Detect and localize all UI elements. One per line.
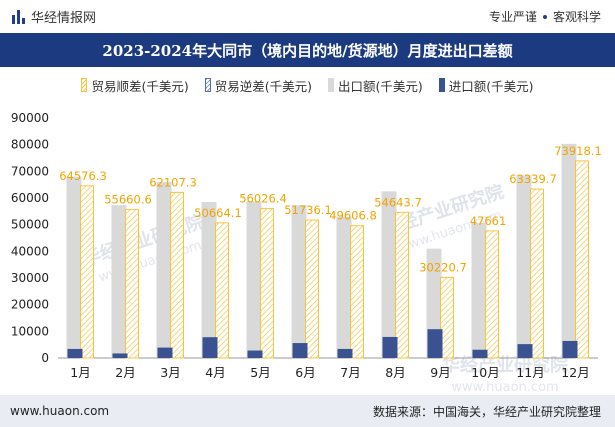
chart-legend: 贸易顺差(千美元) 贸易逆差(千美元) 出口额(千美元) 进口额(千美元) — [0, 72, 615, 98]
y-tick-label: 60000 — [11, 191, 49, 205]
surplus-data-label: 64576.3 — [59, 169, 107, 183]
export-bar — [201, 202, 217, 358]
import-bar — [337, 348, 353, 358]
surplus-bar — [440, 276, 454, 359]
surplus-bar — [170, 191, 184, 359]
surplus-data-label: 73918.1 — [554, 144, 602, 158]
surplus-data-label: 62107.3 — [149, 175, 197, 189]
surplus-bar — [575, 160, 589, 359]
x-tick-label: 4月 — [205, 365, 225, 380]
y-tick-label: 80000 — [11, 138, 49, 152]
surplus-data-label: 54643.7 — [374, 195, 422, 209]
y-tick-label: 10000 — [11, 324, 49, 338]
legend-swatch-deficit — [204, 78, 211, 92]
x-tick-label: 6月 — [295, 365, 315, 380]
surplus-bar — [125, 209, 139, 359]
import-bar — [292, 343, 308, 358]
x-tick-label: 3月 — [160, 365, 180, 380]
export-bar — [66, 176, 82, 358]
legend-label-deficit: 贸易逆差(千美元) — [214, 78, 312, 94]
surplus-bar — [350, 225, 364, 359]
footer: www.huaon.com 数据来源：中国海关，华经产业研究院整理 — [0, 395, 615, 427]
surplus-data-label: 63339.7 — [509, 172, 557, 186]
legend-item-deficit: 贸易逆差(千美元) — [204, 76, 312, 95]
x-tick-label: 5月 — [250, 365, 270, 380]
brand-name: 华经情报网 — [31, 11, 97, 26]
surplus-bar — [530, 188, 544, 359]
legend-label-export: 出口额(千美元) — [338, 78, 423, 94]
import-bar — [202, 337, 218, 358]
x-tick-label: 12月 — [561, 365, 589, 380]
x-tick-label: 11月 — [516, 365, 544, 380]
legend-swatch-export — [328, 78, 334, 92]
tagline-right: 客观科学 — [552, 10, 601, 24]
import-bar — [157, 347, 173, 358]
surplus-data-label: 50664.1 — [194, 206, 242, 220]
legend-swatch-surplus — [81, 78, 88, 92]
y-tick-label: 20000 — [11, 298, 49, 312]
import-bar — [247, 350, 263, 358]
surplus-data-label: 55660.6 — [104, 193, 152, 207]
surplus-data-label: 56026.4 — [239, 192, 287, 206]
surplus-bar — [485, 230, 499, 359]
y-tick-label: 90000 — [11, 111, 49, 125]
x-tick-label: 7月 — [340, 365, 360, 380]
tagline-dot-icon — [542, 14, 547, 19]
legend-item-export: 出口额(千美元) — [328, 76, 423, 95]
legend-item-import: 进口额(千美元) — [438, 76, 534, 95]
y-tick-label: 40000 — [11, 244, 49, 258]
export-bar — [471, 222, 487, 358]
top-bar: 华经情报网 专业严谨 客观科学 — [0, 0, 615, 33]
export-bar — [246, 201, 262, 358]
import-bar — [517, 344, 533, 358]
x-tick-label: 8月 — [385, 365, 405, 380]
legend-swatch-import — [438, 78, 445, 92]
export-bar — [111, 205, 127, 358]
watermark-url: www.huaon.com — [451, 380, 558, 394]
surplus-data-label: 51736.1 — [284, 203, 332, 217]
tagline: 专业严谨 客观科学 — [489, 8, 601, 25]
y-tick-label: 0 — [41, 351, 49, 365]
export-bar — [291, 205, 307, 358]
legend-label-surplus: 贸易顺差(千美元) — [91, 78, 189, 94]
bar-chart: 华经产业研究院www.huaon.com华经产业研究院www.huaon.com… — [11, 111, 602, 394]
footer-source: 数据来源：中国海关，华经产业研究院整理 — [372, 404, 601, 419]
x-tick-label: 2月 — [115, 365, 135, 380]
import-bar — [427, 329, 443, 358]
tagline-left: 专业严谨 — [488, 10, 537, 24]
legend-label-import: 进口额(千美元) — [448, 78, 534, 94]
watermark-text: 华经产业研究院 — [442, 354, 568, 376]
footer-website: www.huaon.com — [10, 404, 110, 418]
surplus-bar — [260, 208, 274, 359]
export-bar — [156, 182, 172, 358]
surplus-data-label: 30220.7 — [419, 260, 467, 274]
brand: 华经情报网 — [12, 7, 96, 26]
surplus-data-label: 49606.8 — [329, 209, 377, 223]
surplus-data-label: 47661 — [470, 214, 507, 228]
export-bar — [516, 175, 532, 358]
x-tick-label: 9月 — [430, 365, 450, 380]
import-bar — [472, 349, 488, 358]
import-bar — [382, 336, 398, 358]
import-bar — [112, 353, 128, 358]
chart-title: 2023-2024年大同市（境内目的地/货源地）月度进出口差额 — [102, 41, 513, 60]
export-bar — [561, 143, 577, 358]
chart-title-bar: 2023-2024年大同市（境内目的地/货源地）月度进出口差额 — [0, 33, 615, 67]
surplus-bar — [215, 222, 229, 359]
export-bar — [336, 216, 352, 358]
y-tick-label: 50000 — [11, 218, 49, 232]
surplus-bar — [305, 219, 319, 359]
import-bar — [562, 340, 578, 358]
import-bar — [67, 348, 83, 358]
export-bar — [381, 191, 397, 358]
surplus-bar — [395, 211, 409, 359]
legend-item-surplus: 贸易顺差(千美元) — [81, 76, 189, 95]
y-tick-label: 30000 — [11, 271, 49, 285]
y-tick-label: 70000 — [11, 164, 49, 178]
huajing-logo-icon — [12, 9, 25, 24]
x-tick-label: 1月 — [70, 365, 90, 380]
x-tick-label: 10月 — [471, 365, 499, 380]
surplus-bar — [80, 185, 94, 359]
